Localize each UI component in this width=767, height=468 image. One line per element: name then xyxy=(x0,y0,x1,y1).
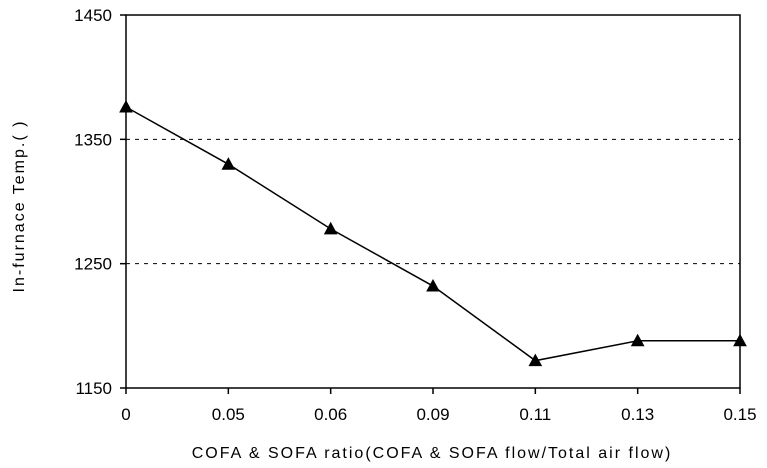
data-point-marker xyxy=(221,157,236,170)
x-axis-ticks: 0 0.05 0.06 0.09 0.11 0.13 0.15 xyxy=(121,388,757,424)
x-tick-label: 0.09 xyxy=(416,405,449,424)
x-tick-label: 0.11 xyxy=(519,405,551,424)
y-tick-label: 1150 xyxy=(75,379,112,398)
gridlines xyxy=(126,138,740,265)
data-point-marker xyxy=(323,221,338,235)
y-axis-ticks: 1150 1250 1350 1450 xyxy=(74,6,126,398)
y-tick-label: 1350 xyxy=(74,130,112,149)
data-point-marker xyxy=(630,333,645,347)
x-tick-label: 0.06 xyxy=(314,405,347,424)
data-point-marker xyxy=(733,333,747,347)
series-layer xyxy=(119,99,747,367)
x-axis-title: COFA & SOFA ratio(COFA & SOFA flow/Total… xyxy=(192,445,673,462)
y-axis-title: In-furnace Temp.( ) xyxy=(11,120,28,293)
y-tick-label: 1450 xyxy=(74,6,112,25)
data-point-marker xyxy=(528,353,543,367)
y-tick-label: 1250 xyxy=(74,255,112,274)
series-line xyxy=(125,106,740,362)
x-tick-label: 0.15 xyxy=(723,405,756,424)
plot-area-frame xyxy=(125,14,741,389)
x-tick-label: 0.05 xyxy=(212,405,245,424)
x-tick-label: 0 xyxy=(121,405,130,424)
data-point-marker xyxy=(119,99,133,113)
data-point-marker xyxy=(426,279,440,292)
x-tick-label: 0.13 xyxy=(621,405,654,424)
